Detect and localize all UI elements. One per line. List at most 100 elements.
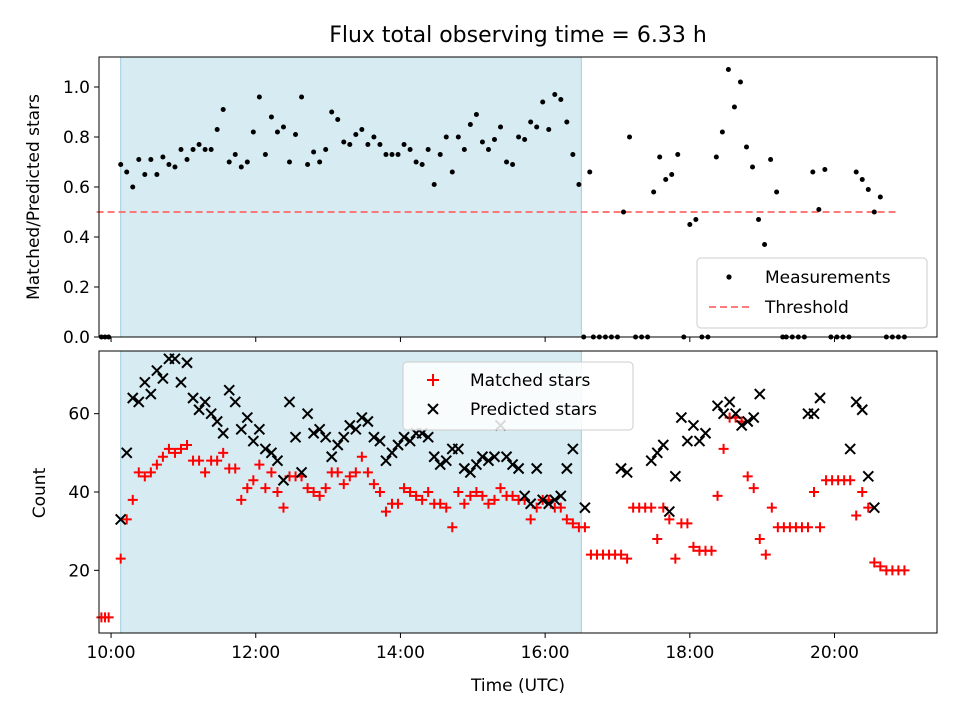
ratio-legend-box bbox=[696, 257, 928, 329]
measurement-point bbox=[750, 164, 756, 170]
measurement-point bbox=[743, 144, 749, 150]
predicted-stars-point bbox=[729, 407, 742, 420]
measurement-point bbox=[546, 127, 552, 132]
measurement-point bbox=[443, 134, 449, 140]
measurement-point bbox=[184, 157, 190, 162]
measurement-point bbox=[425, 147, 431, 152]
matched-stars-point bbox=[670, 553, 681, 564]
matched-stars-point bbox=[194, 455, 205, 466]
predicted-stars-point bbox=[265, 447, 278, 459]
measurement-point bbox=[719, 129, 725, 135]
matched-stars-point bbox=[212, 455, 223, 466]
predicted-stars-point bbox=[283, 396, 296, 408]
count-x-tick-label: 14:00 bbox=[376, 643, 425, 663]
predicted-stars-point bbox=[482, 454, 495, 467]
predicted-stars-point bbox=[169, 353, 181, 365]
matched-stars-point bbox=[200, 467, 211, 478]
matched-stars-point bbox=[308, 487, 319, 497]
predicted-stars-point bbox=[711, 400, 724, 412]
measurement-point bbox=[293, 132, 299, 137]
measurement-point bbox=[118, 162, 124, 167]
predicted-stars-point bbox=[205, 407, 217, 420]
matched-stars-point bbox=[760, 549, 771, 560]
predicted-stars-point bbox=[175, 376, 187, 389]
matched-stars-point bbox=[380, 506, 391, 517]
measurement-point bbox=[232, 152, 238, 157]
predicted-stars-point bbox=[567, 443, 579, 455]
measurement-point bbox=[510, 162, 516, 167]
predicted-stars-point bbox=[398, 431, 410, 443]
predicted-stars-point bbox=[512, 462, 525, 475]
predicted-stars-point bbox=[687, 419, 700, 432]
measurement-point bbox=[166, 162, 172, 167]
matched-stars-point bbox=[362, 467, 373, 478]
measurement-point bbox=[238, 164, 244, 170]
measurement-point bbox=[725, 67, 731, 72]
measurement-point bbox=[178, 147, 184, 152]
measurement-point bbox=[491, 137, 497, 142]
predicted-stars-point bbox=[434, 458, 446, 471]
measurement-point bbox=[498, 124, 504, 130]
matched-stars-point bbox=[748, 483, 759, 494]
predicted-stars-point bbox=[663, 505, 676, 518]
count-panel-x-ticks: 10:00 12:00 14:00 16:00 18:00 20:00 bbox=[87, 633, 859, 663]
matched-stars-point bbox=[742, 471, 753, 482]
legend-matched-label: Matched stars bbox=[470, 371, 590, 391]
matched-stars-point bbox=[163, 443, 174, 454]
matched-stars-point bbox=[350, 467, 361, 478]
measurement-point bbox=[371, 134, 377, 140]
predicted-stars-point bbox=[259, 443, 272, 455]
matched-stars-point bbox=[706, 545, 717, 556]
predicted-stars-point bbox=[235, 423, 247, 436]
measurement-point bbox=[774, 189, 780, 195]
count-y-tick-label: 60 bbox=[68, 405, 90, 425]
measurement-point bbox=[172, 164, 178, 170]
count-x-tick-label: 18:00 bbox=[665, 643, 714, 663]
measurement-point bbox=[353, 132, 359, 137]
x-axis-label: Time (UTC) bbox=[470, 676, 565, 696]
matched-stars-point bbox=[121, 514, 132, 525]
measurement-point bbox=[877, 194, 883, 200]
matched-stars-point bbox=[417, 494, 428, 505]
predicted-stars-point bbox=[356, 411, 368, 424]
predicted-stars-point bbox=[362, 415, 374, 428]
matched-stars-point bbox=[495, 483, 506, 494]
predicted-stars-point bbox=[127, 392, 139, 404]
measurement-point bbox=[299, 94, 305, 100]
ratio-y-tick-label: 1.0 bbox=[63, 78, 90, 98]
predicted-stars-point bbox=[693, 435, 706, 447]
predicted-stars-point bbox=[506, 458, 519, 471]
predicted-stars-point bbox=[295, 466, 308, 479]
measurement-point bbox=[564, 119, 570, 125]
measurement-point bbox=[737, 79, 743, 85]
matched-stars-point bbox=[483, 498, 494, 509]
matched-stars-point bbox=[145, 467, 156, 478]
ratio-panel-y-ticks: 0.0 0.2 0.4 0.6 0.8 1.0 bbox=[63, 78, 99, 348]
measurement-point bbox=[810, 169, 816, 175]
matched-stars-point bbox=[393, 498, 404, 509]
measurement-point bbox=[190, 147, 196, 152]
count-x-tick-label: 12:00 bbox=[231, 643, 280, 663]
measurement-point bbox=[335, 117, 341, 122]
predicted-stars-point bbox=[651, 447, 663, 459]
predicted-stars-point bbox=[241, 411, 254, 424]
measurement-point bbox=[693, 217, 699, 222]
matched-stars-point bbox=[809, 487, 820, 497]
predicted-stars-point bbox=[217, 427, 229, 439]
measurement-point bbox=[142, 172, 148, 177]
matched-stars-point bbox=[857, 487, 868, 497]
matched-stars-point bbox=[151, 459, 162, 470]
count-x-tick-label: 20:00 bbox=[810, 643, 859, 663]
measurement-point bbox=[461, 147, 467, 152]
predicted-stars-point bbox=[229, 396, 241, 408]
matched-stars-point bbox=[622, 553, 633, 564]
count-y-tick-label: 20 bbox=[68, 561, 90, 581]
matched-stars-point bbox=[157, 451, 168, 462]
measurement-point bbox=[552, 92, 558, 97]
predicted-stars-point bbox=[187, 392, 199, 404]
predicted-stars-point bbox=[561, 462, 573, 475]
matched-stars-point bbox=[338, 479, 349, 490]
measurement-point bbox=[449, 169, 455, 175]
predicted-stars-point bbox=[422, 431, 434, 443]
predicted-stars-point bbox=[500, 451, 513, 463]
